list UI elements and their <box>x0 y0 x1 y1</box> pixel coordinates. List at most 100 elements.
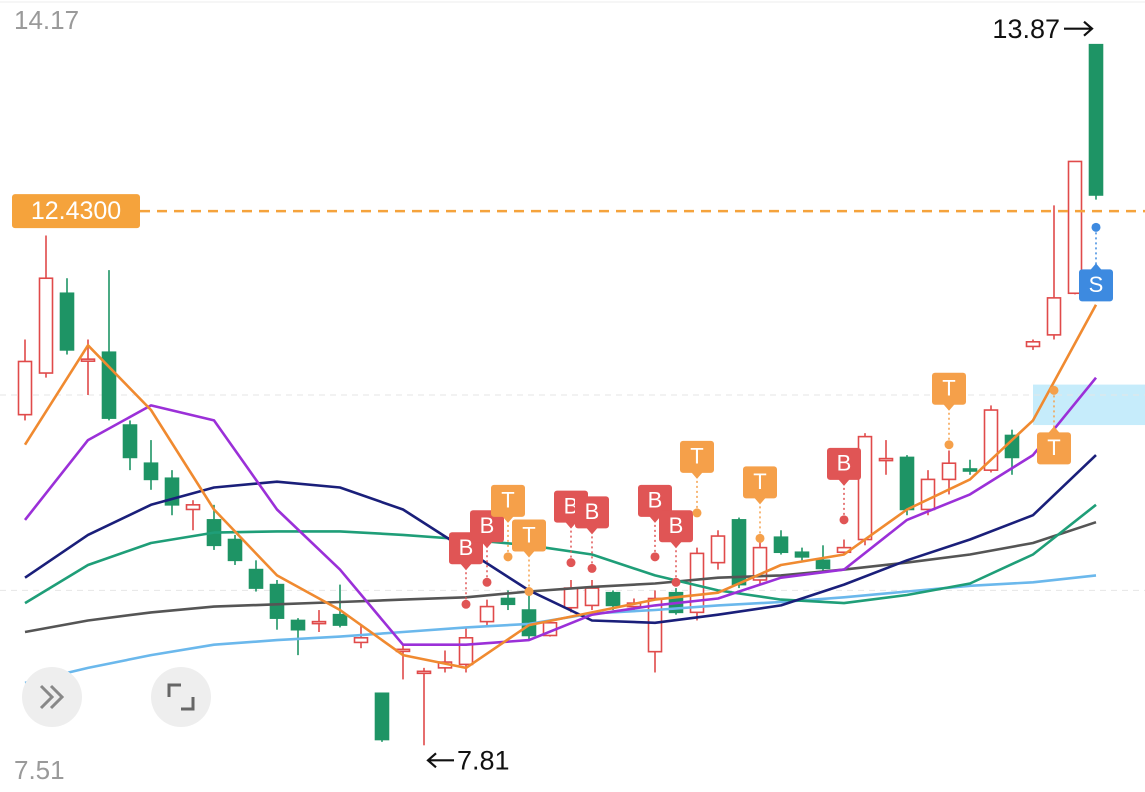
candle-body <box>59 292 75 351</box>
candle-body <box>815 559 831 570</box>
signal-badge <box>932 372 966 405</box>
candle-body <box>500 597 516 606</box>
signal-badge <box>470 510 504 543</box>
candle-body <box>1088 43 1104 196</box>
ma-line <box>24 454 1097 625</box>
signal-label: T <box>690 444 703 469</box>
signal-pointer <box>691 471 703 479</box>
candle-body <box>122 424 138 459</box>
signal-dot <box>692 508 702 518</box>
signal-label: B <box>480 513 495 538</box>
candle-body <box>269 583 285 619</box>
signal-label: B <box>564 493 579 518</box>
signal-label: B <box>837 451 852 476</box>
candle-body <box>941 462 957 481</box>
signal-label: T <box>522 522 535 547</box>
signal-badge <box>743 466 777 499</box>
signal-badge <box>680 440 714 473</box>
candle-body <box>332 613 348 626</box>
low-arrow <box>426 752 454 769</box>
signal-label: B <box>669 513 684 538</box>
candle-body <box>962 468 978 472</box>
signal-dot <box>1049 385 1059 395</box>
signal-badge <box>1037 432 1071 465</box>
candle-body <box>878 457 894 462</box>
signal-pointer <box>460 563 472 571</box>
candle-body <box>1067 160 1083 295</box>
candle-body <box>794 551 810 558</box>
candles <box>17 43 1104 746</box>
ma-line <box>23 304 1098 670</box>
signal-dot <box>944 440 954 450</box>
signal-pointer <box>649 515 661 523</box>
high-label: 13.87 <box>992 14 1060 44</box>
signal-pointer <box>481 541 493 549</box>
high-arrow <box>1064 20 1094 37</box>
candle-body <box>311 620 327 625</box>
signal-pointer <box>523 550 535 558</box>
signal-badge <box>827 447 861 480</box>
candle-body <box>458 636 474 666</box>
price-label-bg <box>12 194 140 229</box>
expand-button[interactable] <box>22 667 82 727</box>
candle-body <box>227 538 243 562</box>
candle-body <box>899 456 915 511</box>
signal-pointer <box>838 478 850 486</box>
candle-body <box>38 277 54 374</box>
signal-pointer <box>1090 263 1102 271</box>
signal-badge <box>491 484 525 517</box>
signal-badge <box>1079 269 1113 302</box>
signal-dot <box>461 599 471 609</box>
candle-body <box>773 536 789 554</box>
signal-pointer <box>670 541 682 549</box>
signal-dot <box>671 577 681 587</box>
candle-body <box>731 519 747 586</box>
signal-dot <box>524 587 534 597</box>
signal-label: S <box>1089 272 1104 297</box>
button-bg[interactable] <box>151 667 211 727</box>
fullscreen-icon <box>167 683 195 711</box>
candle-body <box>563 587 579 609</box>
signal-label: B <box>648 488 663 513</box>
signal-dot <box>566 558 576 568</box>
signal-label: T <box>942 376 955 401</box>
signal-label: B <box>459 535 474 560</box>
signal-dot <box>482 577 492 587</box>
signal-label: T <box>753 469 766 494</box>
candle-body <box>416 670 432 675</box>
fullscreen-button[interactable] <box>151 667 211 727</box>
candle-body <box>143 462 159 481</box>
signal-pointer <box>565 521 577 529</box>
candle-body <box>17 360 33 416</box>
candle-body <box>710 535 726 564</box>
signal-badge <box>638 484 672 517</box>
signal-badge <box>575 496 609 529</box>
candle-body <box>353 636 369 644</box>
signal-dot <box>839 515 849 525</box>
candle-body <box>479 605 495 623</box>
signal-label: B <box>585 499 600 524</box>
signal-label: T <box>501 488 514 513</box>
signal-badge <box>659 510 693 543</box>
candle-body <box>1046 297 1062 336</box>
ma-line <box>24 574 1097 685</box>
signal-pointer <box>586 527 598 535</box>
signal-dot <box>650 552 660 562</box>
y-min-label: 7.51 <box>14 755 65 785</box>
candle-body <box>920 478 936 511</box>
low-label: 7.81 <box>457 745 510 775</box>
signal-pointer <box>943 403 955 411</box>
ma-line <box>23 376 1098 647</box>
signal-label: T <box>1047 435 1060 460</box>
signal-dot <box>755 533 765 543</box>
candle-body <box>290 619 306 631</box>
signal-pointer <box>754 497 766 505</box>
ma-line <box>24 520 1097 634</box>
candle-body <box>248 568 264 589</box>
signal-dot <box>1091 222 1101 232</box>
chevrons-icon <box>39 684 65 710</box>
candle-body <box>374 692 390 741</box>
candle-body <box>605 591 621 607</box>
